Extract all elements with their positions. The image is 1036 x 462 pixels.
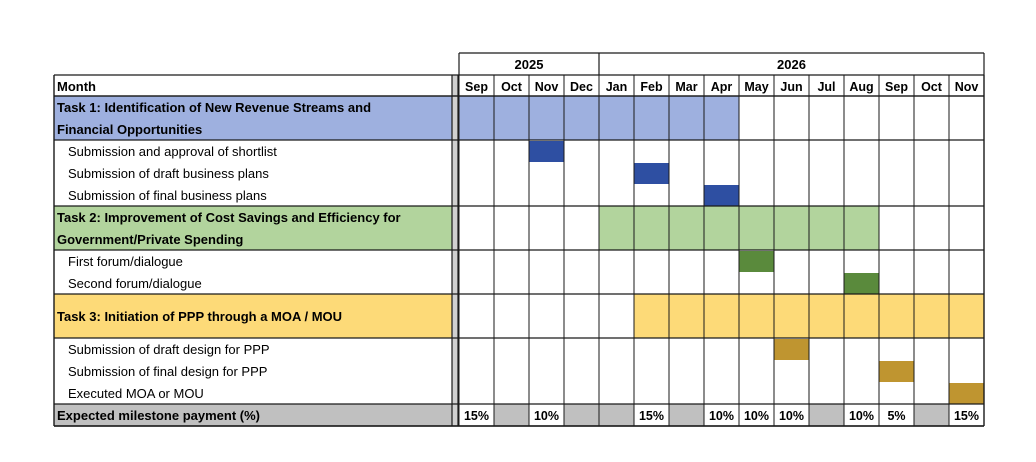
task-active-cell [844, 294, 879, 338]
month-header-apr: Apr [711, 80, 733, 94]
task-active-cell [809, 206, 844, 250]
task-title: Task 2: Improvement of Cost Savings and … [57, 210, 401, 225]
payment-label-fill [54, 404, 452, 426]
payment-value: 10% [849, 409, 874, 423]
milestone-label: Submission of final business plans [68, 188, 267, 203]
task-active-cell [844, 206, 879, 250]
task-active-cell [949, 294, 984, 338]
task-label-fill [54, 294, 452, 338]
payment-value: 10% [779, 409, 804, 423]
task-active-cell [669, 206, 704, 250]
month-header-jan: Jan [606, 80, 628, 94]
payment-value: 10% [709, 409, 734, 423]
month-header-feb: Feb [640, 80, 663, 94]
month-header-may: May [744, 80, 768, 94]
milestone-marker [634, 163, 669, 184]
task-active-cell [774, 294, 809, 338]
milestone-marker [879, 361, 914, 382]
milestone-label: Executed MOA or MOU [68, 386, 204, 401]
month-header-jun: Jun [780, 80, 802, 94]
milestone-label: Submission of final design for PPP [68, 364, 267, 379]
task-active-cell [704, 294, 739, 338]
payment-label: Expected milestone payment (%) [57, 408, 260, 423]
task-title: Government/Private Spending [57, 232, 243, 247]
payment-value: 15% [464, 409, 489, 423]
task-title: Task 1: Identification of New Revenue St… [57, 100, 371, 115]
payment-empty-cell [809, 404, 844, 426]
month-header-sep: Sep [465, 80, 488, 94]
task-active-cell [739, 206, 774, 250]
payment-value: 5% [887, 409, 905, 423]
payment-value: 10% [534, 409, 559, 423]
task-active-cell [669, 294, 704, 338]
task-active-cell [739, 294, 774, 338]
milestone-label: Second forum/dialogue [68, 276, 202, 291]
task-active-cell [704, 206, 739, 250]
task-title: Financial Opportunities [57, 122, 202, 137]
task-active-cell [599, 96, 634, 140]
task-label-fill [54, 206, 452, 250]
task-active-cell [494, 96, 529, 140]
month-header-mar: Mar [675, 80, 697, 94]
task-active-cell [774, 206, 809, 250]
payment-empty-cell [599, 404, 634, 426]
task-title: Task 3: Initiation of PPP through a MOA … [57, 309, 342, 324]
milestone-label: First forum/dialogue [68, 254, 183, 269]
milestone-marker [739, 251, 774, 272]
task-active-cell [914, 294, 949, 338]
task-active-cell [669, 96, 704, 140]
task-active-cell [634, 294, 669, 338]
task-active-cell [879, 294, 914, 338]
payment-value: 15% [639, 409, 664, 423]
month-header-oct: Oct [501, 80, 523, 94]
year-label-2025: 2025 [515, 57, 544, 72]
month-header-nov: Nov [535, 80, 559, 94]
month-row-label: Month [57, 79, 96, 94]
payment-value: 15% [954, 409, 979, 423]
month-header-nov: Nov [955, 80, 979, 94]
milestone-marker [774, 339, 809, 360]
month-header-dec: Dec [570, 80, 593, 94]
task-active-cell [809, 294, 844, 338]
month-header-jul: Jul [817, 80, 835, 94]
payment-empty-cell [564, 404, 599, 426]
task-active-cell [564, 96, 599, 140]
payment-empty-cell [669, 404, 704, 426]
milestone-marker [704, 185, 739, 206]
milestone-marker [949, 383, 984, 404]
month-header-oct: Oct [921, 80, 943, 94]
task-active-cell [459, 96, 494, 140]
task-active-cell [529, 96, 564, 140]
task-active-cell [634, 96, 669, 140]
milestone-marker [529, 141, 564, 162]
task-active-cell [704, 96, 739, 140]
task-label-fill [54, 96, 452, 140]
payment-empty-cell [914, 404, 949, 426]
payment-empty-cell [494, 404, 529, 426]
task-active-cell [599, 206, 634, 250]
month-header-aug: Aug [849, 80, 873, 94]
payment-value: 10% [744, 409, 769, 423]
milestone-marker [844, 273, 879, 294]
milestone-label: Submission of draft design for PPP [68, 342, 270, 357]
year-label-2026: 2026 [777, 57, 806, 72]
month-header-row [54, 75, 984, 96]
month-header-sep: Sep [885, 80, 908, 94]
milestone-label: Submission of draft business plans [68, 166, 269, 181]
milestone-label: Submission and approval of shortlist [68, 144, 277, 159]
task-active-cell [634, 206, 669, 250]
